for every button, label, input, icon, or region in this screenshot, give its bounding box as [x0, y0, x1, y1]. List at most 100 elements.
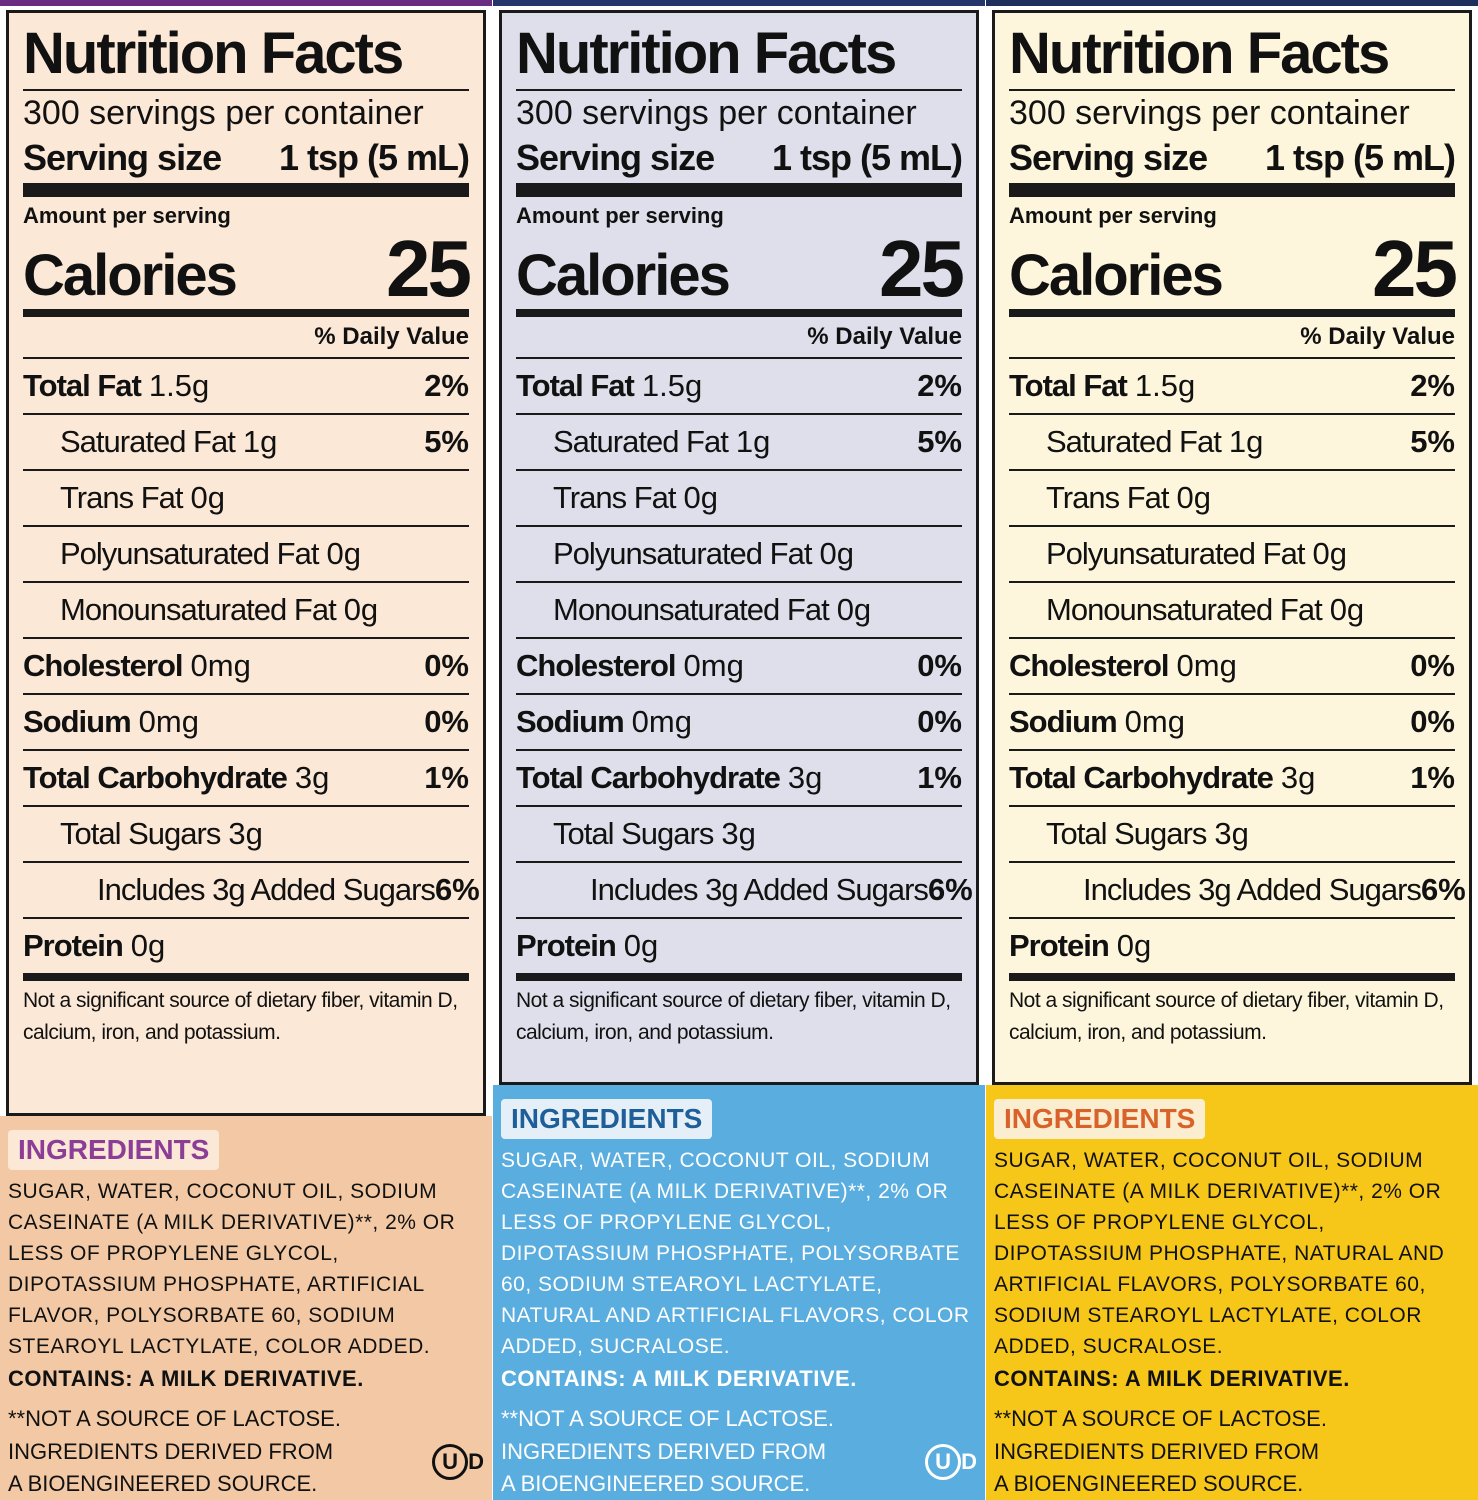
nutrient-amount: 0g: [326, 536, 361, 571]
daily-value-header: % Daily Value: [23, 317, 469, 359]
nutrient-row: Sodium 0mg 0%: [516, 695, 962, 751]
ingredients-heading: INGREDIENTS: [501, 1099, 713, 1139]
nutrient-name: Monounsaturated Fat: [553, 592, 830, 627]
nutrition-label: Nutrition Facts 300 servings per containe…: [6, 10, 486, 1116]
calories-value: 25: [386, 224, 472, 313]
nutrient-name: Saturated Fat: [553, 424, 729, 459]
nutrient-amount: 0g: [1116, 928, 1152, 963]
nutrient-name: Sodium: [23, 704, 132, 739]
nutrient-amount: 0g: [130, 928, 166, 963]
nutrient-name: Total Carbohydrate: [1009, 760, 1274, 795]
daily-value: 0%: [917, 648, 962, 683]
ingredients: INGREDIENTS SUGAR, WATER, COCONUT OIL, SO…: [0, 1116, 492, 1500]
servings-per-container: 300 servings per container: [23, 94, 424, 132]
nutrient-row: Polyunsaturated Fat 0g: [23, 527, 469, 583]
nutrient-name: Trans Fat: [553, 480, 676, 515]
daily-value: 5%: [917, 424, 962, 459]
nutrient-name-group: Total Carbohydrate 3g: [1009, 760, 1315, 796]
nutrient-name-group: Trans Fat 0g: [23, 480, 225, 516]
bioengineered-note: INGREDIENTS DERIVED FROM A BIOENGINEERED…: [501, 1439, 827, 1496]
serving-size-value: 1 tsp (5 mL): [278, 137, 470, 178]
nutrient-name-group: Monounsaturated Fat 0g: [23, 592, 378, 628]
nutrient-amount: 0g: [836, 592, 872, 627]
nutrient-name: Cholesterol: [23, 648, 184, 683]
nutrient-row: Monounsaturated Fat 0g: [516, 583, 962, 639]
daily-value: 2%: [1410, 368, 1455, 403]
daily-value-header: % Daily Value: [1009, 317, 1455, 359]
nutrient-name-group: Monounsaturated Fat 0g: [1009, 592, 1364, 628]
kosher-letter: U: [432, 1444, 469, 1480]
nutrient-name-group: Sodium 0mg: [1009, 704, 1185, 740]
nutrient-name-group: Saturated Fat 1g: [23, 424, 277, 460]
daily-value: 1%: [917, 760, 962, 795]
nutrition-label: Nutrition Facts 300 servings per containe…: [992, 10, 1472, 1085]
nutrient-name: Total Sugars: [60, 816, 221, 851]
nutrient-name: Sodium: [1009, 704, 1118, 739]
allergen-statement: CONTAINS: A MILK DERIVATIVE.: [501, 1366, 857, 1391]
nutrient-name-group: Polyunsaturated Fat 0g: [516, 536, 854, 572]
nutrient-row: Monounsaturated Fat 0g: [23, 583, 469, 639]
product-panel: Nutrition Facts 300 servings per containe…: [986, 0, 1478, 1500]
serving-size: Serving size 1 tsp (5 mL): [516, 135, 963, 197]
calories-label: Calories: [516, 243, 731, 308]
nutrient-row: Includes 3g Added Sugars 6%: [23, 863, 480, 919]
nutrient-row: Cholesterol 0mg 0%: [516, 639, 962, 695]
nutrient-name: Trans Fat: [60, 480, 183, 515]
serving-size-label: Serving size: [1009, 137, 1208, 178]
nutrition-title: Nutrition Facts: [23, 19, 469, 91]
ingredients-list: SUGAR, WATER, COCONUT OIL, SODIUM CASEIN…: [994, 1149, 1445, 1358]
daily-value: 2%: [917, 368, 962, 403]
daily-value: 5%: [424, 424, 469, 459]
nutrient-row: Total Carbohydrate 3g 1%: [516, 751, 962, 807]
calories-label: Calories: [1009, 243, 1224, 308]
kosher-suffix: D: [468, 1449, 484, 1474]
nutrient-amount: 0g: [1329, 592, 1365, 627]
lactose-note: **NOT A SOURCE OF LACTOSE.: [994, 1406, 1327, 1431]
nutrient-amount: 0mg: [683, 648, 744, 683]
nutrient-name-group: Includes 3g Added Sugars: [516, 872, 929, 908]
nutrient-row: Monounsaturated Fat 0g: [1009, 583, 1455, 639]
nutrient-name-group: Protein 0g: [516, 928, 658, 964]
nutrient-name: Cholesterol: [1009, 648, 1170, 683]
nutrient-amount: 0g: [623, 928, 659, 963]
nutrient-name-group: Protein 0g: [1009, 928, 1151, 964]
nutrient-row: Polyunsaturated Fat 0g: [516, 527, 962, 583]
nutrient-amount: 0g: [819, 536, 854, 571]
daily-value: 0%: [1410, 704, 1455, 739]
nutrient-name: Total Carbohydrate: [23, 760, 288, 795]
nutrient-row: Cholesterol 0mg 0%: [1009, 639, 1455, 695]
nutrient-name: Saturated Fat: [60, 424, 236, 459]
nutrient-name: Monounsaturated Fat: [1046, 592, 1323, 627]
ingredients-list: SUGAR, WATER, COCONUT OIL, SODIUM CASEIN…: [8, 1180, 456, 1358]
nutrient-name-group: Saturated Fat 1g: [1009, 424, 1263, 460]
nutrient-name: Total Carbohydrate: [516, 760, 781, 795]
nutrition-title: Nutrition Facts: [516, 19, 962, 91]
nutrient-row: Protein 0g: [516, 919, 962, 981]
nutrient-amount: 0g: [190, 480, 225, 515]
nutrient-row: Total Sugars 3g: [23, 807, 469, 863]
nutrient-name-group: Protein 0g: [23, 928, 165, 964]
nutrient-row: Total Fat 1.5g 2%: [23, 359, 469, 415]
lactose-note: **NOT A SOURCE OF LACTOSE.: [8, 1406, 341, 1431]
amount-per-serving: Amount per serving: [23, 203, 231, 228]
nutrient-name-group: Total Fat 1.5g: [23, 368, 209, 404]
nutrient-amount: 0g: [1176, 480, 1211, 515]
nutrient-name-group: Total Sugars 3g: [516, 816, 756, 852]
nutrient-name: Polyunsaturated Fat: [553, 536, 812, 571]
calories-label: Calories: [23, 243, 238, 308]
kosher-suffix: D: [961, 1449, 977, 1474]
calories-value: 25: [1372, 224, 1458, 313]
footnote: Not a significant source of dietary fibe…: [23, 989, 458, 1044]
nutrient-amount: 0g: [343, 592, 379, 627]
amount-per-serving: Amount per serving: [516, 203, 724, 228]
nutrient-name-group: Total Carbohydrate 3g: [516, 760, 822, 796]
allergen-statement: CONTAINS: A MILK DERIVATIVE.: [8, 1366, 364, 1391]
serving-size-value: 1 tsp (5 mL): [1264, 137, 1456, 178]
nutrient-name-group: Total Sugars 3g: [23, 816, 263, 852]
allergen-statement: CONTAINS: A MILK DERIVATIVE.: [994, 1366, 1350, 1391]
daily-value: 0%: [1410, 648, 1455, 683]
nutrient-row: Protein 0g: [23, 919, 469, 981]
nutrient-row: Includes 3g Added Sugars 6%: [516, 863, 973, 919]
nutrient-name-group: Total Sugars 3g: [1009, 816, 1249, 852]
